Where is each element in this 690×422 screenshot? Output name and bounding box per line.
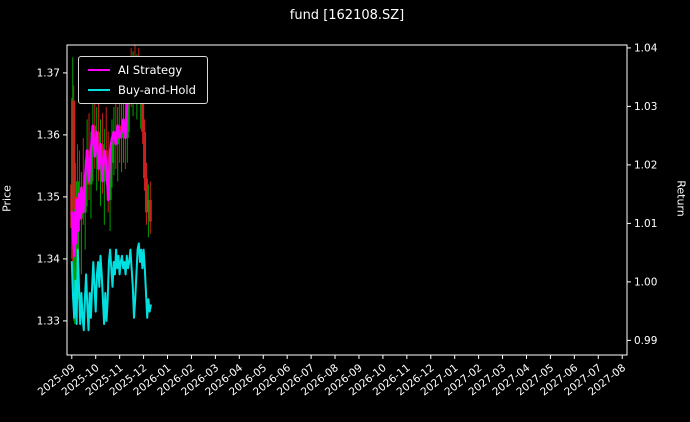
series-line-buy-and-hold	[70, 242, 152, 332]
legend: AI Strategy Buy-and-Hold	[78, 56, 208, 104]
buy-and-hold-line-swatch	[88, 89, 110, 91]
legend-item-buy-and-hold: Buy-and-Hold	[88, 83, 196, 97]
legend-label-ai-strategy: AI Strategy	[118, 63, 183, 77]
y-axis-label-return: Return	[674, 180, 688, 217]
candle-body	[143, 131, 147, 179]
candle-body	[148, 200, 152, 222]
candle-body	[72, 100, 76, 300]
y-tick-label-price: 1.36	[37, 129, 61, 141]
chart-title: fund [162108.SZ]	[289, 8, 405, 23]
y-tick-label-return: 1.01	[634, 218, 657, 230]
y-tick-label-price: 1.35	[37, 191, 60, 203]
y-tick-label-return: 1.02	[634, 159, 657, 171]
y-tick-label-price: 1.33	[37, 315, 60, 327]
candle-body	[110, 138, 114, 163]
candle-body	[146, 200, 150, 213]
y-tick-label-return: 1.04	[634, 42, 658, 54]
y-axis-label-price: Price	[0, 185, 14, 212]
y-tick-label-price: 1.34	[37, 253, 61, 265]
candle-body	[144, 178, 148, 213]
y-tick-label-return: 1.03	[634, 101, 657, 113]
candle-body	[73, 224, 77, 300]
legend-label-buy-and-hold: Buy-and-Hold	[118, 83, 196, 97]
plot-border	[66, 44, 628, 356]
y-tick-label-price: 1.37	[37, 67, 60, 79]
y-tick-label-return: 1.00	[634, 276, 657, 288]
y-tick-label-return: 0.99	[634, 335, 657, 347]
legend-item-ai-strategy: AI Strategy	[88, 63, 196, 77]
ai-strategy-line-swatch	[88, 69, 110, 71]
